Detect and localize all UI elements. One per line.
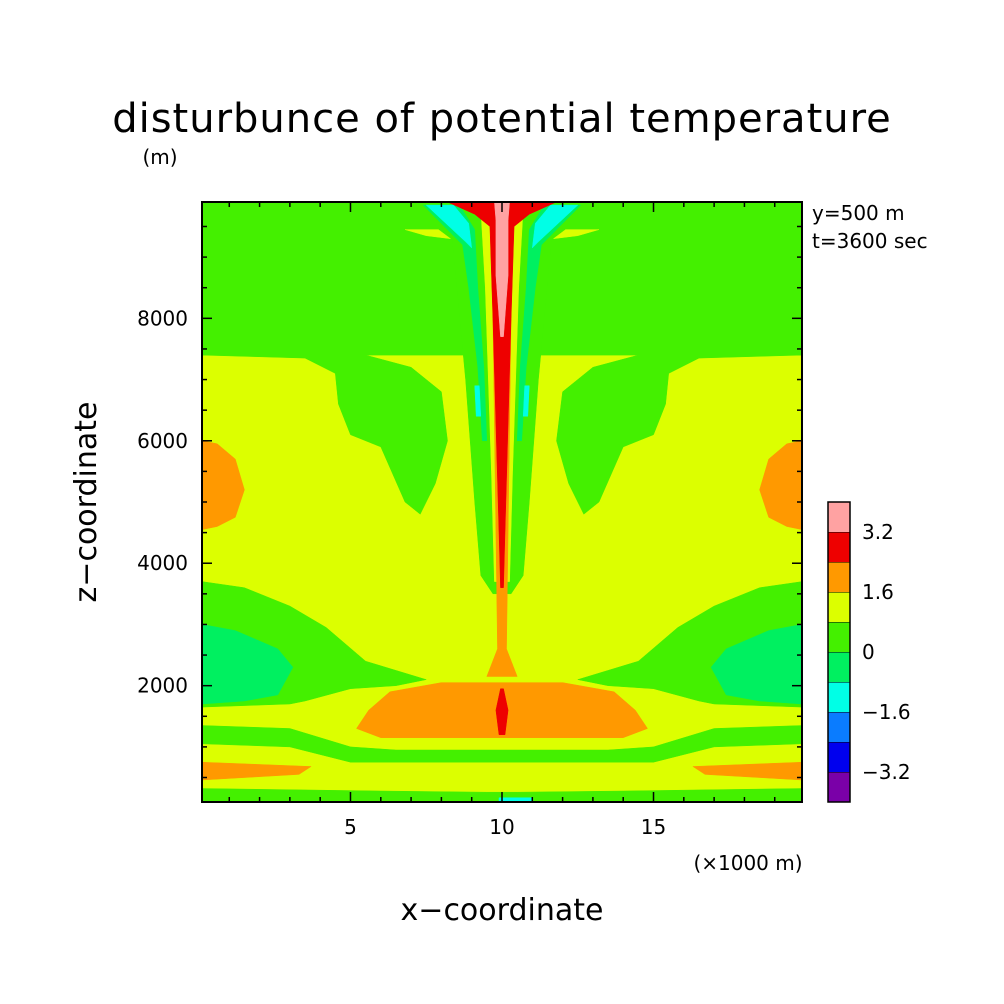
- y-tick-label: 4000: [137, 551, 188, 575]
- colorbar-swatch: [828, 772, 850, 802]
- x-tick-label: 5: [344, 815, 357, 839]
- region-plume-neg-left: [422, 204, 488, 442]
- region-bottom-cyan: [498, 797, 533, 802]
- colorbar-swatch: [828, 712, 850, 742]
- x-axis-ticks: 5 10 15: [228, 202, 776, 839]
- y-axis-title: z−coordinate: [69, 402, 104, 603]
- colorbar-swatch: [828, 682, 850, 712]
- region-right-low-orange: [692, 761, 802, 781]
- x-axis-title: x−coordinate: [401, 893, 604, 928]
- colorbar-swatch: [828, 562, 850, 592]
- region-upper-right-layer: [556, 348, 802, 515]
- colorbar: 3.2 1.6 0 −1.6 −3.2: [827, 501, 911, 803]
- heatmap-regions: [202, 202, 802, 802]
- region-right-orange-blob: [759, 440, 802, 530]
- region-left-orange-blob: [202, 440, 245, 530]
- region-left-low-orange: [202, 761, 312, 781]
- colorbar-swatch: [828, 622, 850, 652]
- region-plume-core-red: [447, 202, 557, 588]
- colorbar-swatch: [828, 592, 850, 622]
- chart-title: disturbunce of potential temperature: [112, 96, 892, 142]
- time-info: t=3600 sec: [812, 229, 928, 253]
- colorbar-swatch: [828, 742, 850, 772]
- region-yellow-right-top: [552, 229, 600, 240]
- region-cyan-right-mid: [522, 385, 530, 417]
- region-plume-neg-right: [516, 204, 582, 442]
- colorbar-label: −1.6: [862, 700, 911, 724]
- x-tick-label: 10: [489, 815, 514, 839]
- region-cyan-left-mid: [474, 385, 482, 417]
- plot-area: 5 10 15 2000 4000 6000 8000: [137, 201, 803, 839]
- region-upper-left-layer: [202, 348, 448, 515]
- region-orange-band-red: [495, 688, 509, 735]
- y-tick-label: 8000: [137, 306, 188, 330]
- colorbar-label: −3.2: [862, 760, 911, 784]
- region-right-inner-green: [710, 624, 802, 705]
- colorbar-label: 1.6: [862, 580, 894, 604]
- colorbar-frame: [827, 501, 851, 803]
- region-low-green-band: [202, 725, 802, 763]
- region-plume-core-pink: [494, 202, 510, 337]
- y-axis-ticks: 2000 4000 6000 8000: [137, 225, 802, 779]
- y-tick-label: 2000: [137, 674, 188, 698]
- x-tick-label: 15: [641, 815, 666, 839]
- colorbar-swatch: [828, 502, 850, 532]
- x-unit-label: (×1000 m): [693, 851, 802, 875]
- region-cyan-left-top: [425, 204, 473, 249]
- region-left-inner-green: [202, 624, 294, 705]
- region-yellow-left-top: [404, 229, 452, 240]
- colorbar-label: 0: [862, 640, 875, 664]
- y-position-info: y=500 m: [812, 201, 905, 225]
- colorbar-swatch: [828, 652, 850, 682]
- z-unit-label: (m): [142, 145, 177, 169]
- colorbar-label: 3.2: [862, 520, 894, 544]
- y-tick-label: 6000: [137, 429, 188, 453]
- region-cyan-right-top: [531, 204, 579, 249]
- colorbar-swatch: [828, 532, 850, 562]
